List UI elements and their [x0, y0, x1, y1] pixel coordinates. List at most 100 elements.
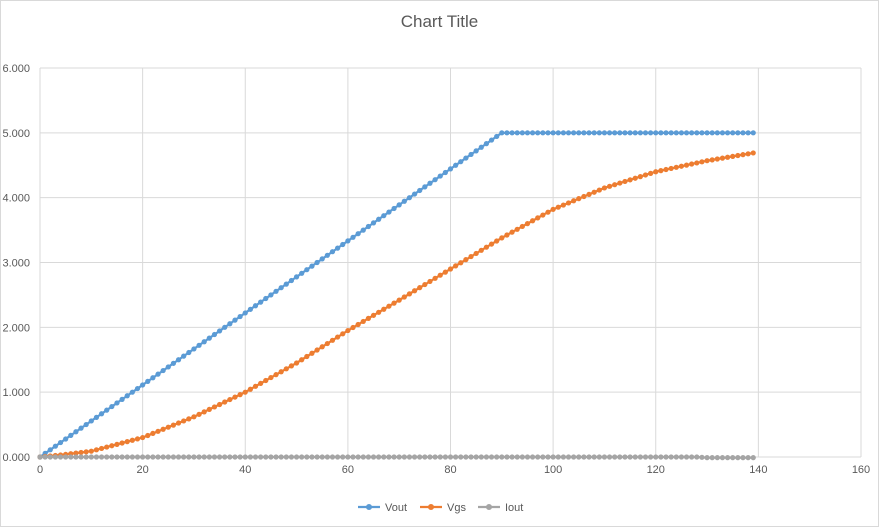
- data-point: [535, 454, 541, 460]
- data-point: [73, 454, 79, 460]
- data-point: [427, 180, 433, 186]
- data-point: [714, 455, 720, 461]
- data-point: [268, 454, 274, 460]
- data-point: [735, 152, 741, 159]
- data-point: [565, 130, 572, 136]
- data-point: [417, 285, 423, 291]
- data-point: [314, 347, 320, 353]
- data-point: [458, 260, 464, 266]
- data-point: [134, 385, 141, 392]
- data-point: [258, 454, 264, 460]
- data-point: [150, 454, 156, 460]
- data-point: [458, 454, 464, 460]
- data-point: [288, 363, 295, 369]
- data-point: [206, 335, 212, 341]
- data-point: [576, 454, 582, 460]
- data-point: [483, 141, 490, 147]
- data-point: [581, 454, 587, 460]
- data-point: [560, 202, 566, 208]
- data-point: [699, 454, 705, 460]
- data-point: [124, 393, 130, 399]
- data-point: [319, 344, 325, 350]
- legend-item-vout: Vout: [358, 502, 407, 514]
- data-point: [345, 327, 351, 334]
- data-point: [571, 454, 577, 460]
- data-point: [63, 436, 69, 442]
- data-point: [88, 448, 94, 454]
- data-point: [206, 454, 212, 460]
- data-point: [47, 454, 53, 460]
- data-point: [488, 454, 495, 460]
- data-point: [309, 350, 315, 356]
- data-point: [165, 364, 171, 370]
- data-point: [145, 454, 151, 460]
- data-point: [216, 328, 223, 334]
- data-point: [606, 130, 613, 136]
- data-point: [591, 130, 597, 136]
- data-point: [283, 366, 289, 372]
- data-point: [181, 353, 187, 359]
- data-point: [601, 185, 608, 191]
- x-tick-label: 100: [544, 464, 562, 476]
- data-point: [165, 454, 171, 460]
- data-point: [68, 454, 74, 460]
- data-point: [155, 371, 161, 377]
- data-point: [196, 454, 202, 460]
- data-point: [463, 155, 469, 161]
- data-point: [545, 454, 551, 460]
- data-point: [473, 148, 479, 154]
- data-point: [401, 294, 407, 300]
- data-point: [591, 454, 597, 460]
- data-point: [237, 313, 243, 320]
- data-point: [514, 226, 520, 232]
- data-point: [47, 447, 53, 453]
- series-line: [39, 151, 754, 459]
- data-point: [252, 303, 259, 309]
- data-point: [211, 404, 218, 410]
- data-point: [709, 455, 715, 461]
- data-point: [663, 454, 669, 460]
- data-point: [540, 212, 546, 218]
- data-point: [473, 454, 479, 460]
- data-point: [617, 130, 623, 136]
- data-point: [155, 428, 161, 434]
- data-point: [724, 455, 731, 461]
- data-point: [694, 130, 700, 136]
- data-point: [247, 386, 253, 392]
- data-point: [658, 454, 664, 460]
- data-point: [627, 177, 633, 183]
- series-line: [39, 131, 754, 458]
- data-point: [211, 331, 218, 338]
- data-point: [560, 454, 566, 460]
- data-point: [494, 238, 500, 244]
- data-point: [299, 270, 305, 276]
- data-point: [401, 198, 407, 204]
- data-point: [73, 450, 79, 456]
- data-point: [109, 454, 115, 460]
- data-point: [596, 454, 602, 460]
- data-point: [689, 454, 695, 460]
- data-point: [683, 130, 690, 136]
- data-point: [252, 383, 259, 389]
- grid-layer: [39, 67, 862, 458]
- y-tick-label: 5.000: [2, 128, 30, 140]
- data-point: [524, 454, 531, 460]
- data-point: [648, 454, 654, 460]
- data-point: [442, 454, 448, 460]
- data-point: [724, 154, 731, 160]
- data-point: [268, 292, 274, 298]
- data-point: [283, 281, 289, 287]
- data-point: [350, 234, 356, 240]
- data-point: [453, 263, 459, 269]
- data-point: [175, 454, 182, 460]
- data-point: [617, 180, 623, 186]
- tick-layer: 0.000 1.000 2.000 3.000 4.000 5.000 6.000 0 20 40…: [2, 63, 870, 476]
- data-point: [714, 156, 720, 162]
- data-point: [98, 454, 105, 460]
- data-point: [519, 223, 525, 230]
- data-point: [740, 455, 746, 461]
- data-point: [632, 175, 638, 181]
- data-point: [386, 209, 392, 215]
- data-point: [78, 454, 84, 460]
- data-point: [637, 130, 643, 136]
